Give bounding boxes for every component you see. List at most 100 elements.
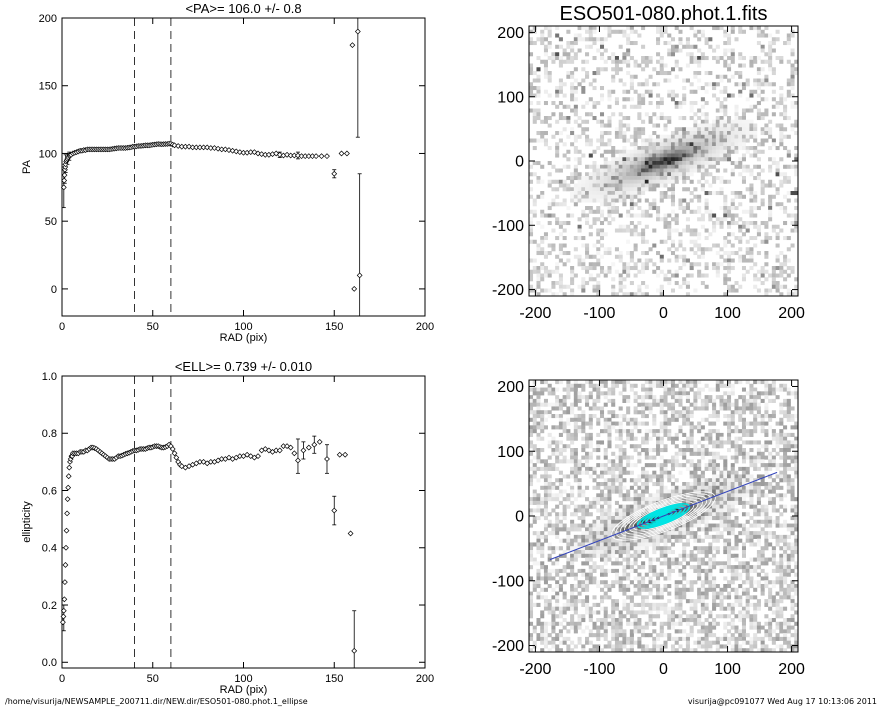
image-pixel — [644, 284, 649, 289]
image-pixel — [756, 26, 761, 31]
image-pixel — [622, 176, 627, 181]
image-pixel — [723, 209, 728, 214]
image-pixel — [693, 228, 698, 233]
image-pixel — [667, 584, 672, 589]
image-pixel — [648, 387, 653, 392]
image-pixel — [599, 131, 605, 136]
image-pixel — [599, 512, 605, 517]
image-pixel — [626, 176, 631, 181]
image-pixel — [734, 116, 739, 121]
image-pixel — [693, 640, 698, 645]
image-pixel — [558, 584, 563, 589]
image-pixel — [704, 123, 709, 128]
image-pixel — [678, 580, 683, 585]
image-pixel — [577, 183, 582, 188]
image-pixel — [708, 217, 713, 222]
image-pixel — [596, 262, 601, 267]
image-pixel — [566, 157, 571, 162]
image-pixel — [536, 410, 541, 415]
image-pixel — [607, 527, 612, 532]
image-pixel — [659, 546, 664, 551]
image-pixel — [543, 599, 548, 604]
image-pixel — [704, 553, 709, 558]
image-pixel — [633, 550, 638, 555]
image-pixel — [536, 284, 541, 289]
image-pixel — [614, 161, 619, 166]
image-pixel — [562, 538, 567, 543]
image-pixel — [670, 606, 676, 611]
image-pixel — [644, 546, 649, 551]
image-pixel — [592, 116, 597, 121]
image-pixel — [577, 516, 582, 521]
image-pixel — [663, 429, 668, 434]
image-pixel — [678, 266, 683, 271]
image-pixel — [689, 485, 694, 490]
image-pixel — [674, 213, 679, 218]
image-pixel — [581, 599, 586, 604]
image-pixel — [786, 288, 791, 293]
image-pixel — [700, 172, 705, 177]
image-pixel — [663, 421, 668, 426]
image-pixel — [543, 26, 548, 31]
image-pixel — [536, 89, 541, 94]
image-pixel — [629, 202, 634, 207]
image-pixel — [693, 149, 698, 154]
image-pixel — [603, 451, 608, 456]
image-pixel — [547, 33, 552, 38]
image-pixel — [570, 500, 575, 505]
image-pixel — [700, 187, 705, 192]
image-pixel — [715, 595, 720, 600]
image-pixel — [532, 444, 537, 449]
image-pixel — [622, 414, 627, 419]
image-pixel — [611, 29, 616, 34]
image-pixel — [585, 247, 590, 252]
image-pixel — [543, 516, 548, 521]
image-pixel — [700, 550, 705, 555]
image-pixel — [693, 580, 698, 585]
image-pixel — [708, 614, 713, 619]
image-pixel — [700, 146, 705, 151]
image-pixel — [678, 629, 683, 634]
image-pixel — [618, 576, 623, 581]
image-pixel — [708, 172, 713, 177]
image-pixel — [652, 542, 657, 547]
image-pixel — [603, 247, 608, 252]
image-pixel — [670, 474, 676, 479]
image-pixel — [712, 640, 717, 645]
image-pixel — [794, 168, 799, 173]
image-pixel — [614, 149, 619, 154]
image-pixel — [790, 221, 795, 226]
image-pixel — [652, 146, 657, 151]
image-pixel — [659, 176, 664, 181]
image-pixel — [614, 209, 619, 214]
image-pixel — [648, 168, 653, 173]
image-pixel — [588, 531, 593, 536]
image-pixel — [532, 542, 537, 547]
chart-title: ESO501-080.phot.1.fits — [560, 3, 768, 25]
image-pixel — [678, 41, 683, 46]
image-pixel — [775, 266, 780, 271]
image-pixel — [715, 142, 720, 147]
image-pixel — [715, 614, 720, 619]
image-pixel — [562, 236, 567, 241]
image-pixel — [629, 221, 634, 226]
image-pixel — [700, 52, 705, 57]
image-pixel — [674, 636, 679, 641]
image-pixel — [555, 86, 560, 91]
image-pixel — [618, 284, 623, 289]
image-pixel — [562, 198, 567, 203]
image-pixel — [581, 187, 586, 192]
image-pixel — [637, 451, 642, 456]
image-pixel — [626, 519, 631, 524]
image-pixel — [551, 187, 556, 192]
image-pixel — [536, 86, 541, 91]
image-pixel — [637, 602, 642, 607]
image-pixel — [529, 474, 534, 479]
image-pixel — [540, 209, 545, 214]
image-pixel — [633, 134, 638, 139]
image-pixel — [577, 398, 582, 403]
image-pixel — [659, 63, 664, 68]
image-pixel — [596, 187, 601, 192]
image-pixel — [566, 572, 571, 577]
image-pixel — [682, 610, 687, 615]
